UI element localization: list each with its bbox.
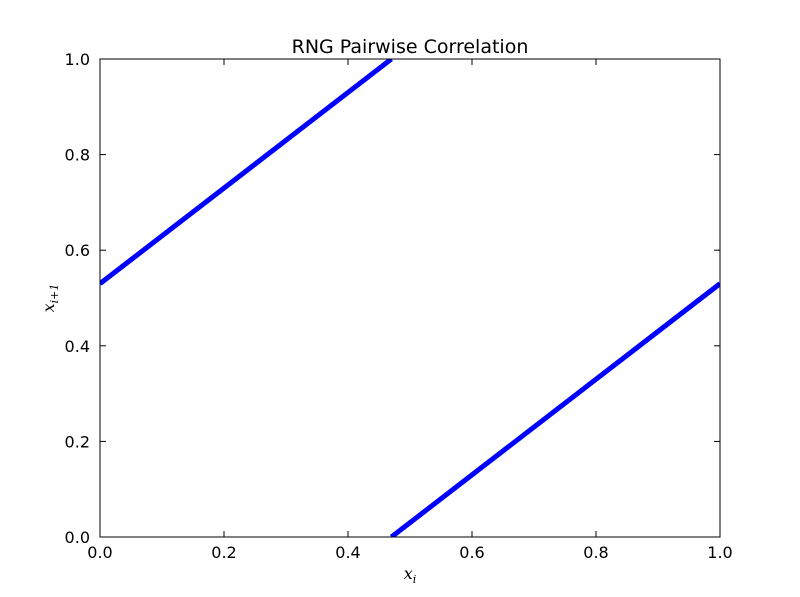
x-tick-label: 0.0 [87,543,112,562]
y-tick-label: 0.8 [65,146,90,165]
series-layer [100,59,720,537]
y-tick-label: 0.4 [65,337,90,356]
x-tick-label: 0.8 [583,543,608,562]
x-tick-label: 0.2 [211,543,236,562]
y-tick-label: 1.0 [65,50,90,69]
series-line-2 [389,281,720,537]
y-tick-label: 0.2 [65,432,90,451]
chart-title: RNG Pairwise Correlation [292,36,529,58]
x-tick-label: 0.6 [459,543,484,562]
y-tick-label: 0.6 [65,241,90,260]
x-tick-label: 1.0 [707,543,732,562]
y-axis-label: xi+1 [39,284,61,313]
ticks-layer: 0.0 0.2 0.4 0.6 0.8 1.0 0.0 0.2 0.4 0.6 0.8 1.0 [65,50,733,562]
x-axis-label: xi [404,564,417,586]
x-tick-label: 0.4 [335,543,360,562]
y-tick-label: 0.0 [65,528,90,547]
plot-frame [99,58,721,538]
series-line-1 [100,59,393,286]
